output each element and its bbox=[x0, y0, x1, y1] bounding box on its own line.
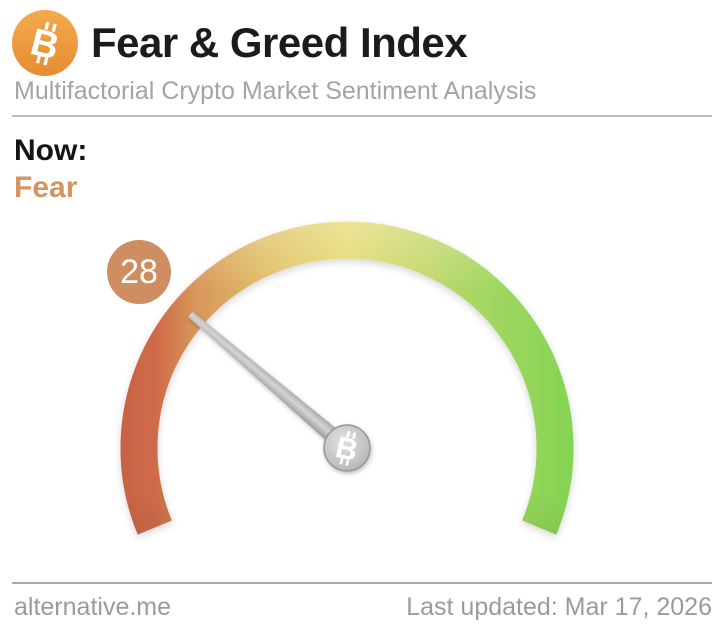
page-subtitle: Multifactorial Crypto Market Sentiment A… bbox=[14, 77, 537, 105]
gauge-arc bbox=[120, 221, 574, 535]
gauge-value-badge: 28 bbox=[107, 240, 171, 304]
source-site-label: alternative.me bbox=[14, 593, 172, 621]
footer: alternative.me Last updated: Mar 17, 202… bbox=[14, 593, 712, 622]
header: B Fear & Greed Index bbox=[12, 10, 468, 76]
header-divider bbox=[12, 115, 712, 117]
sentiment-classification: Fear bbox=[14, 171, 78, 204]
footer-divider bbox=[12, 582, 712, 584]
gauge-value: 28 bbox=[120, 252, 158, 291]
last-updated-label: Last updated: Mar 17, 2026 bbox=[406, 593, 712, 621]
now-label: Now: bbox=[14, 134, 88, 167]
bitcoin-logo-icon: B bbox=[12, 10, 78, 76]
gauge-needle bbox=[188, 311, 358, 459]
page-title: Fear & Greed Index bbox=[91, 19, 468, 66]
gauge-hub bbox=[323, 424, 371, 472]
